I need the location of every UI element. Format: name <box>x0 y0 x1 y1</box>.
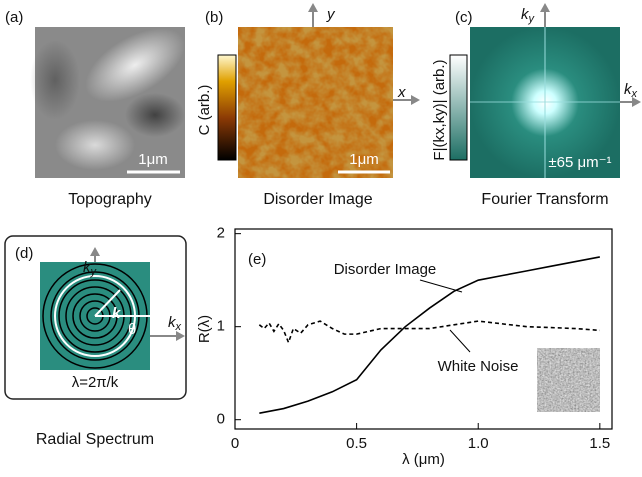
series-line <box>258 320 600 345</box>
panel-c: (c) ky kx F|(kx,ky)| (arb.) ±65 μm⁻¹ Fou… <box>431 3 641 208</box>
colorbar-label: F|(kx,ky)| (arb.) <box>431 59 448 160</box>
x-tick-label: 0 <box>231 435 239 452</box>
caption: Disorder Image <box>263 191 372 208</box>
panel-b: (b) y x C (arb.) 1μm Disorder Image <box>196 3 420 208</box>
panel-label: (a) <box>5 9 23 26</box>
panel-label: (c) <box>455 9 473 26</box>
colorbar-label: C (arb.) <box>196 85 213 136</box>
panel-label: (d) <box>15 245 33 262</box>
plot-frame <box>234 228 613 430</box>
series-label: Disorder Image <box>334 261 437 278</box>
k-label: k <box>112 305 121 322</box>
panel-a: (a) 1μm Topography <box>5 9 185 208</box>
axis-label: kx <box>624 81 638 100</box>
x-tick-label: 1.5 <box>589 435 610 452</box>
scale-label: 1μm <box>138 151 167 168</box>
axis-label: kx <box>168 314 182 333</box>
x-tick-label: 0.5 <box>346 435 367 452</box>
axis-label: x <box>397 84 406 101</box>
y-tick-label: 0 <box>217 411 225 428</box>
series-label: White Noise <box>438 358 519 375</box>
y-tick-label: 2 <box>217 225 225 242</box>
panel-label: (b) <box>205 9 223 26</box>
series-line <box>259 256 600 414</box>
axis-label: y <box>326 6 336 23</box>
y-tick-label: 1 <box>217 318 225 335</box>
scale-label: 1μm <box>349 151 378 168</box>
x-axis-label: λ (μm) <box>402 451 445 468</box>
panel-label: (e) <box>248 251 266 268</box>
x-tick-label: 1.0 <box>468 435 489 452</box>
range-label: ±65 μm⁻¹ <box>548 154 611 171</box>
y-axis-label: R(λ) <box>196 315 213 343</box>
formula: λ=2π/k <box>72 374 119 391</box>
caption: Topography <box>68 191 152 208</box>
panel-e: 0 0.5 1.0 1.5 0 1 2 λ (μm) R(λ) (e) Disorder Image… <box>196 225 613 468</box>
theta-label: θ <box>128 321 136 338</box>
caption: Fourier Transform <box>481 191 608 208</box>
noise-inset <box>536 347 601 413</box>
caption: Radial Spectrum <box>36 431 154 448</box>
axis-label: ky <box>83 259 98 278</box>
panel-d: (d) ky kx k θ λ=2π/k Radial Spectrum <box>4 235 187 448</box>
axis-label: ky <box>521 6 536 25</box>
